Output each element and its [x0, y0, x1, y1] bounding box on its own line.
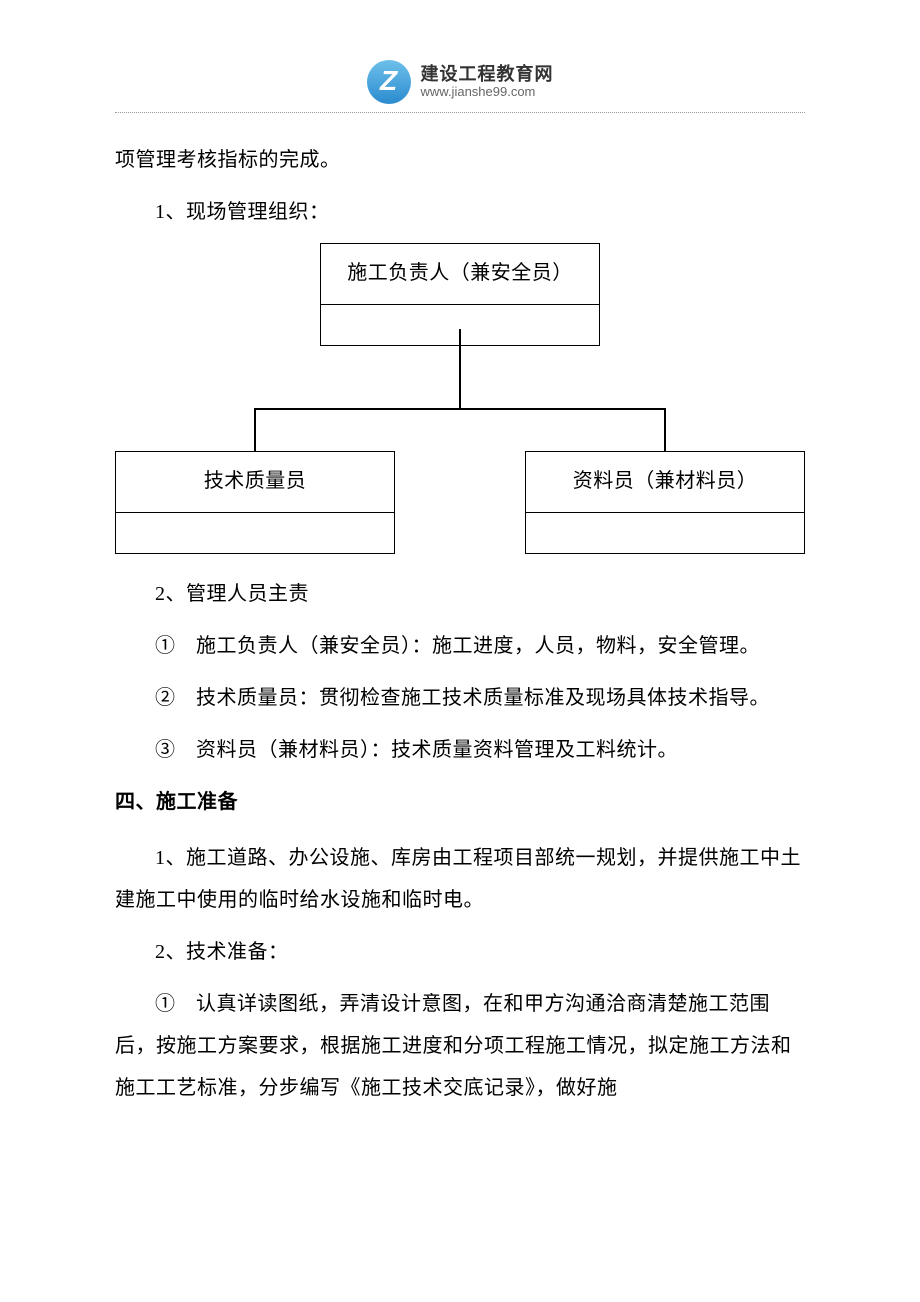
org-connector-vertical-left [254, 408, 256, 451]
header-divider [115, 112, 805, 113]
org-node-left: 技术质量员 [115, 451, 395, 554]
org-chart: 施工负责人（兼安全员） 技术质量员 资料员（兼材料员） [115, 243, 805, 563]
logo-letter: Z [380, 65, 397, 97]
org-node-right-body [526, 513, 804, 553]
org-connector-vertical-right [664, 408, 666, 451]
prep-1: 1、施工道路、办公设施、库房由工程项目部统一规划，并提供施工中土建施工中使用的临… [115, 837, 805, 921]
logo-icon: Z [367, 60, 411, 104]
duty-2: ② 技术质量员：贯彻检查施工技术质量标准及现场具体技术指导。 [115, 677, 805, 719]
duty-3: ③ 资料员（兼材料员）：技术质量资料管理及工料统计。 [115, 729, 805, 771]
org-connector-horizontal [254, 408, 666, 410]
org-node-left-body [116, 513, 394, 553]
org-node-left-label: 技术质量员 [116, 452, 394, 513]
duty-1: ① 施工负责人（兼安全员）：施工进度，人员，物料，安全管理。 [115, 625, 805, 667]
logo-text: 建设工程教育网 www.jianshe99.com [421, 65, 554, 99]
org-node-right: 资料员（兼材料员） [525, 451, 805, 554]
logo-title: 建设工程教育网 [421, 65, 554, 85]
header-logo: Z 建设工程教育网 www.jianshe99.com [115, 60, 805, 104]
prep-2-item-1: ① 认真详读图纸，弄清设计意图，在和甲方沟通洽商清楚施工范围后，按施工方案要求，… [115, 983, 805, 1109]
item-1-label: 1、现场管理组织： [115, 191, 805, 233]
org-node-right-label: 资料员（兼材料员） [526, 452, 804, 513]
section-4-title: 四、施工准备 [115, 781, 805, 823]
lead-line: 项管理考核指标的完成。 [115, 139, 805, 181]
org-connector-vertical-top [459, 329, 461, 409]
document-body: 项管理考核指标的完成。 1、现场管理组织： 施工负责人（兼安全员） 技术质量员 … [115, 139, 805, 1109]
item-2-label: 2、管理人员主责 [115, 573, 805, 615]
prep-2-label: 2、技术准备： [115, 931, 805, 973]
logo-url: www.jianshe99.com [421, 85, 554, 99]
org-node-top-label: 施工负责人（兼安全员） [321, 244, 599, 305]
